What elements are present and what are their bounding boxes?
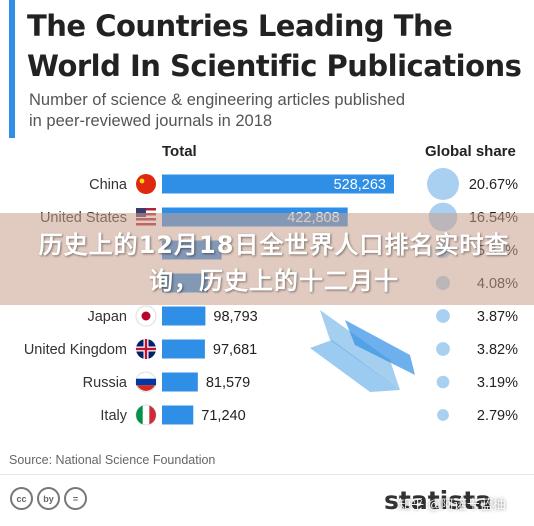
cc-icon: cc: [10, 487, 33, 510]
flag-icon-7-red: [149, 405, 156, 425]
share-bubble: [436, 309, 450, 323]
column-header-share: Global share: [425, 143, 516, 160]
bar-value-label: 71,240: [201, 408, 245, 424]
watermark: 知乎 @阿诺卡蓝柚: [398, 497, 506, 512]
bar-total: [162, 339, 205, 359]
title-accent-bar: [9, 0, 15, 138]
share-label: 3.82%: [477, 342, 518, 358]
share-label: 20.67%: [469, 177, 518, 193]
share-bubble: [436, 375, 450, 389]
nd-icon: =: [64, 487, 87, 510]
column-header-total: Total: [162, 143, 197, 160]
source-note: Source: National Science Foundation: [9, 453, 216, 467]
country-label: Japan: [87, 309, 127, 325]
overlay-text: 历史上的12月18日全世界人口排名实时查询，历史上的十二月十: [38, 231, 510, 295]
flag-icon-4-disc: [141, 311, 151, 321]
country-label: United Kingdom: [24, 342, 127, 358]
share-label: 3.19%: [477, 375, 518, 391]
flag-icon-0-star: [139, 178, 145, 184]
share-bubble: [427, 168, 459, 200]
bar-total: [162, 174, 394, 194]
by-icon: by: [37, 487, 60, 510]
flag-icon-6-red: [137, 385, 155, 391]
book-graphic: [310, 310, 415, 392]
footer-divider: [0, 474, 534, 475]
country-label: Italy: [100, 408, 127, 424]
country-label: China: [89, 177, 128, 193]
flag-icon-5-vr: [144, 339, 148, 359]
country-label: Russia: [83, 375, 128, 391]
share-label: 2.79%: [477, 408, 518, 424]
flag-icon-0: [136, 174, 156, 194]
bar-total: [162, 306, 206, 326]
bar-value-label: 98,793: [213, 309, 257, 325]
chart-subtitle: Number of science & engineering articles…: [29, 91, 406, 130]
chart-title: The Countries Leading The World In Scien…: [27, 9, 522, 83]
bar-value-label: 97,681: [213, 342, 257, 358]
bar-value-label: 528,263: [334, 177, 386, 193]
bar-value-label: 81,579: [206, 375, 250, 391]
statista-logo: statista: [384, 486, 492, 515]
flag-icon-6-blue: [136, 378, 156, 386]
share-label: 3.87%: [477, 309, 518, 325]
flag-icon-1-canton: [136, 208, 146, 217]
share-bubble: [436, 342, 450, 356]
flag-icon-7-green: [136, 405, 143, 425]
bar-total: [162, 372, 198, 392]
bar-total: [162, 405, 194, 425]
overlay-banner: [0, 213, 534, 305]
license-icons: cc by =: [10, 487, 87, 510]
share-bubble: [437, 409, 449, 421]
